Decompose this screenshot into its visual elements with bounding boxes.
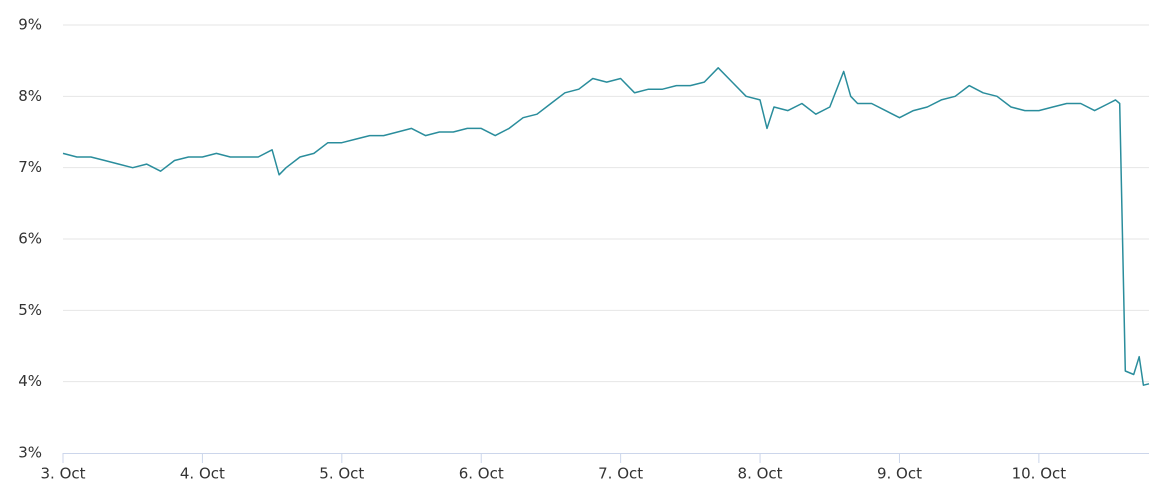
x-tick-label: 5. Oct (319, 465, 364, 483)
y-tick-label: 8% (18, 87, 42, 105)
x-tick-label: 6. Oct (459, 465, 504, 483)
y-tick-label: 6% (18, 230, 42, 248)
x-tick-label: 3. Oct (40, 465, 85, 483)
y-tick-label: 7% (18, 158, 42, 176)
y-tick-label: 9% (18, 16, 42, 34)
y-tick-label: 5% (18, 301, 42, 319)
x-tick-label: 4. Oct (180, 465, 225, 483)
x-tick-label: 9. Oct (877, 465, 922, 483)
y-tick-label: 3% (18, 444, 42, 462)
line (62, 67, 1150, 386)
x-tick-label: 8. Oct (738, 465, 783, 483)
x-tick-label: 10. Oct (1012, 465, 1067, 483)
x-tick-label: 7. Oct (598, 465, 643, 483)
y-tick-label: 4% (18, 372, 42, 390)
